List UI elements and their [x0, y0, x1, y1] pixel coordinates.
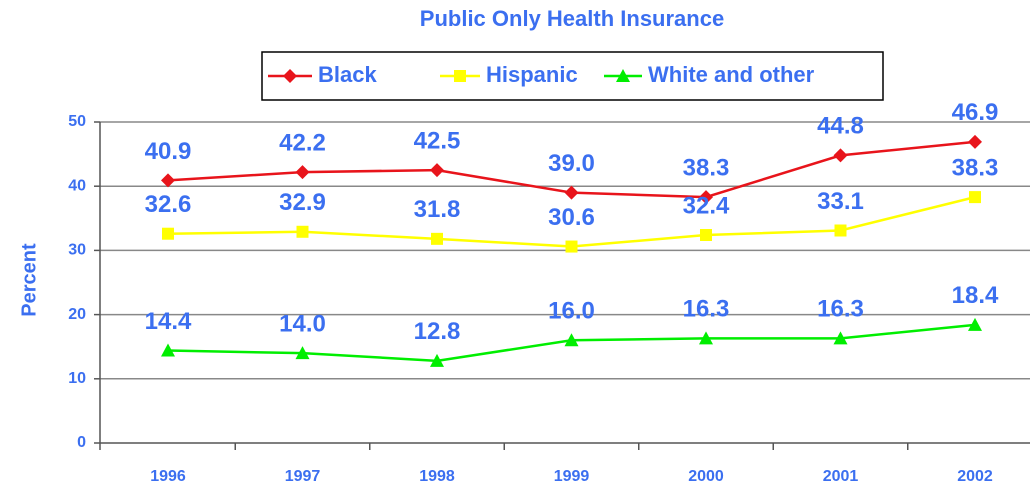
data-label: 38.3: [683, 154, 730, 181]
x-tick-label: 1999: [554, 468, 590, 485]
data-label: 16.3: [683, 296, 730, 323]
marker: [430, 353, 444, 367]
data-label: 40.9: [145, 138, 192, 165]
marker: [833, 331, 848, 345]
marker: [565, 240, 578, 253]
data-label: 38.3: [952, 154, 999, 181]
marker: [699, 331, 713, 345]
data-label: 32.6: [145, 191, 192, 218]
marker: [564, 333, 579, 347]
marker: [699, 190, 713, 205]
legend-marker: [616, 69, 630, 82]
marker: [161, 173, 175, 188]
data-label: 32.9: [279, 189, 326, 216]
data-label: 12.8: [414, 318, 461, 345]
marker: [968, 317, 982, 331]
data-label: 42.5: [414, 127, 461, 154]
x-tick-label: 2002: [957, 468, 993, 485]
marker: [430, 163, 444, 178]
legend-label: Black: [318, 62, 377, 87]
data-label: 33.1: [817, 188, 864, 215]
data-label: 14.4: [145, 308, 192, 335]
marker: [969, 191, 981, 204]
data-label: 14.0: [279, 310, 326, 337]
marker: [296, 225, 309, 238]
marker: [564, 185, 579, 200]
data-label: 39.0: [548, 150, 595, 177]
data-label: 30.6: [548, 204, 595, 231]
y-tick-label: 20: [68, 306, 86, 323]
chart-title: Public Only Health Insurance: [420, 6, 724, 31]
data-label: 31.8: [414, 196, 461, 223]
marker: [295, 346, 310, 360]
data-label: 44.8: [817, 113, 864, 140]
x-tick-label: 1996: [150, 468, 186, 485]
y-axis-label: Percent: [18, 243, 40, 317]
x-tick-label: 2001: [823, 468, 859, 485]
legend-label: Hispanic: [486, 62, 578, 87]
legend-box: [261, 51, 884, 101]
y-tick-label: 40: [68, 177, 86, 194]
legend-label: White and other: [648, 62, 815, 87]
x-tick-label: 2000: [688, 468, 724, 485]
y-tick-label: 30: [68, 242, 86, 259]
marker: [833, 148, 848, 163]
y-tick-label: 50: [68, 113, 86, 130]
data-label: 46.9: [952, 99, 999, 126]
data-label: 42.2: [279, 129, 326, 156]
marker: [834, 224, 847, 237]
y-tick-label: 10: [68, 370, 86, 387]
data-label: 32.4: [683, 192, 730, 219]
data-label: 18.4: [952, 282, 999, 309]
x-tick-label: 1998: [419, 468, 455, 485]
legend-marker: [283, 69, 297, 83]
marker: [700, 228, 712, 241]
marker: [161, 343, 175, 357]
legend-marker: [454, 70, 466, 82]
data-label: 16.3: [817, 296, 864, 323]
marker: [295, 165, 310, 180]
x-tick-label: 1997: [285, 468, 321, 485]
marker: [162, 227, 174, 240]
marker: [968, 134, 982, 149]
marker: [431, 232, 443, 245]
data-label: 16.0: [548, 298, 595, 325]
y-tick-label: 0: [77, 434, 86, 451]
